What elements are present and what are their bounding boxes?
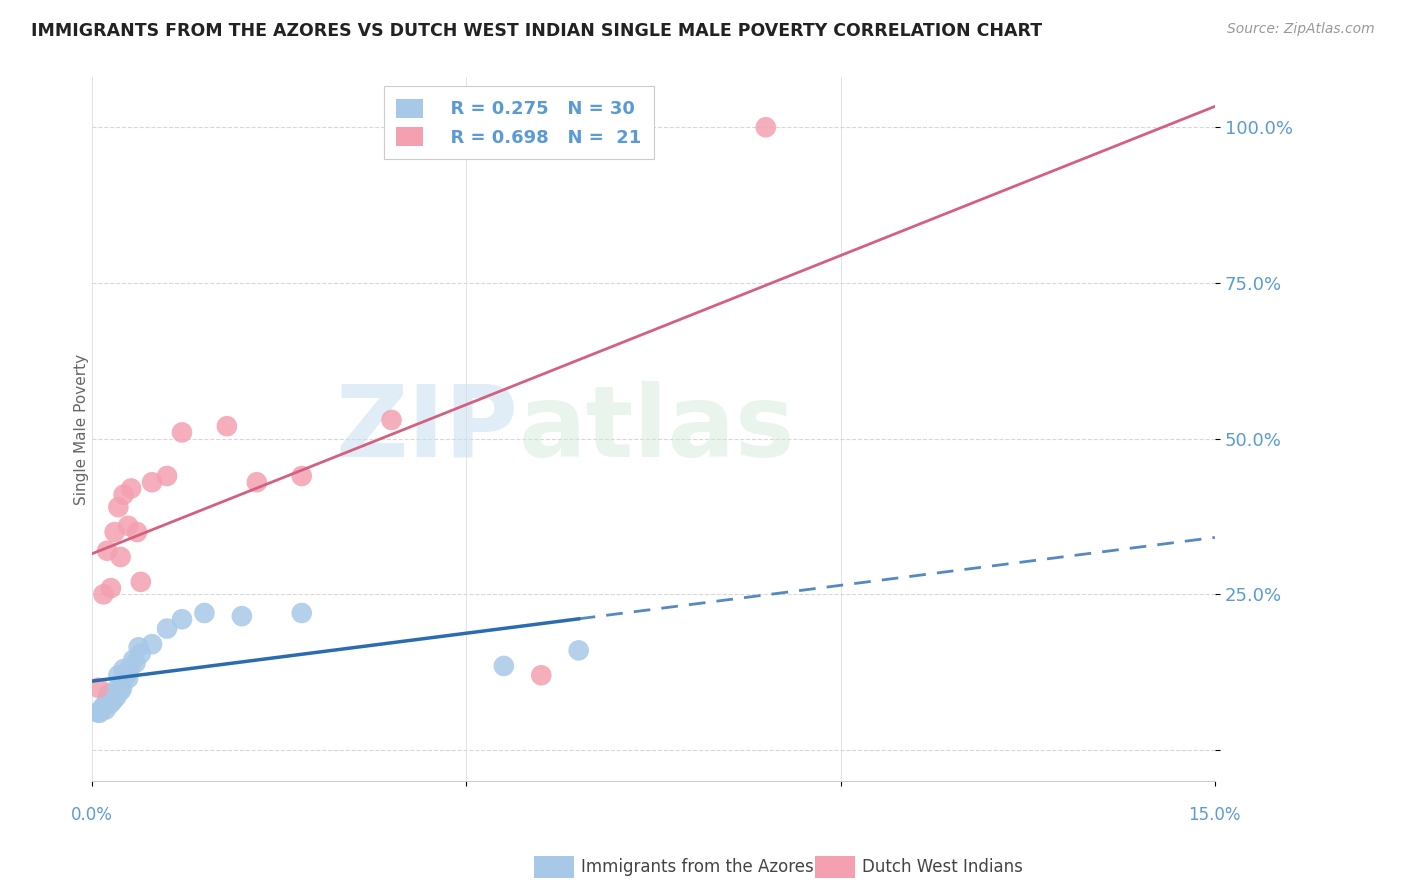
Point <box>100 696 122 710</box>
Point <box>104 684 127 698</box>
Text: IMMIGRANTS FROM THE AZORES VS DUTCH WEST INDIAN SINGLE MALE POVERTY CORRELATION : IMMIGRANTS FROM THE AZORES VS DUTCH WEST… <box>31 22 1042 40</box>
Point <box>128 640 150 655</box>
Point <box>156 622 179 636</box>
Legend:   R = 0.275   N = 30,   R = 0.698   N =  21: R = 0.275 N = 30, R = 0.698 N = 21 <box>384 87 654 160</box>
Point <box>129 574 152 589</box>
Text: 0.0%: 0.0% <box>72 806 112 824</box>
Point <box>231 609 253 624</box>
Point <box>568 643 591 657</box>
Point <box>141 637 163 651</box>
Point <box>105 690 128 704</box>
Point <box>112 662 135 676</box>
Point <box>755 120 778 135</box>
Point <box>246 475 269 490</box>
Point <box>96 693 118 707</box>
Point <box>97 687 120 701</box>
Point <box>93 587 115 601</box>
Point <box>93 699 115 714</box>
Point <box>492 659 515 673</box>
Y-axis label: Single Male Poverty: Single Male Poverty <box>73 354 89 505</box>
Point <box>156 469 179 483</box>
Point <box>112 488 135 502</box>
Point <box>110 684 132 698</box>
Point <box>96 543 118 558</box>
Point <box>87 681 110 695</box>
Point <box>124 656 146 670</box>
Point <box>107 668 129 682</box>
Point <box>101 693 124 707</box>
Point <box>141 475 163 490</box>
Point <box>107 500 129 515</box>
Text: Immigrants from the Azores: Immigrants from the Azores <box>581 858 814 876</box>
Point <box>115 668 138 682</box>
Text: 15.0%: 15.0% <box>1188 806 1241 824</box>
Point <box>111 681 134 695</box>
Point <box>89 706 111 720</box>
Point <box>380 413 402 427</box>
Text: atlas: atlas <box>519 381 796 478</box>
Point <box>87 706 110 720</box>
Point <box>291 469 314 483</box>
Text: ZIP: ZIP <box>336 381 519 478</box>
Point <box>90 702 112 716</box>
Text: Dutch West Indians: Dutch West Indians <box>862 858 1022 876</box>
Point <box>125 524 148 539</box>
Point <box>215 419 238 434</box>
Point <box>122 653 145 667</box>
Point <box>170 612 193 626</box>
Point <box>170 425 193 440</box>
Point <box>110 549 132 564</box>
Point <box>117 672 139 686</box>
Point <box>118 662 141 676</box>
Point <box>100 581 122 595</box>
Point <box>94 702 117 716</box>
Point <box>291 606 314 620</box>
Point <box>104 524 127 539</box>
Point <box>530 668 553 682</box>
Point <box>193 606 215 620</box>
Point <box>120 482 142 496</box>
Point <box>117 518 139 533</box>
Point <box>129 647 152 661</box>
Text: Source: ZipAtlas.com: Source: ZipAtlas.com <box>1227 22 1375 37</box>
